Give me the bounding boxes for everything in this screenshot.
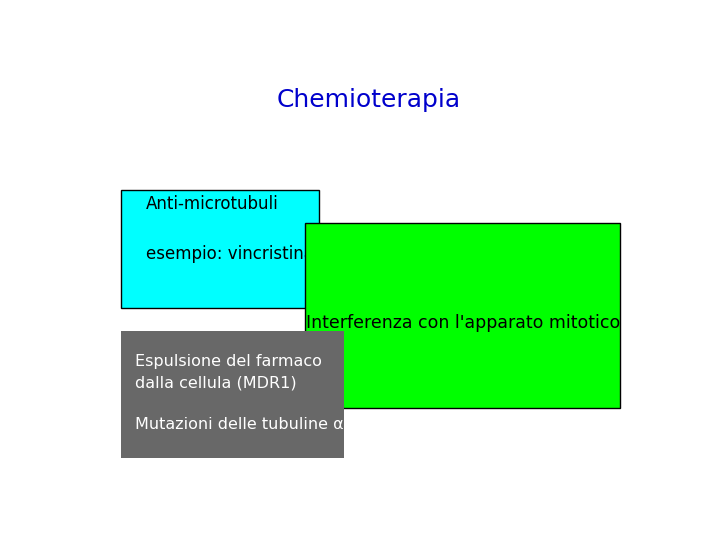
Text: Espulsione del farmaco
dalla cellula (MDR1)

Mutazioni delle tubuline α e β: Espulsione del farmaco dalla cellula (MD… [135,354,374,433]
Text: Interferenza con l'apparato mitotico: Interferenza con l'apparato mitotico [305,314,620,332]
Text: Anti-microtubuli

esempio: vincristina: Anti-microtubuli esempio: vincristina [145,195,314,263]
Bar [121,331,344,458]
Text: Chemioterapia: Chemioterapia [277,88,461,112]
Bar [121,190,319,308]
Bar [305,223,620,408]
